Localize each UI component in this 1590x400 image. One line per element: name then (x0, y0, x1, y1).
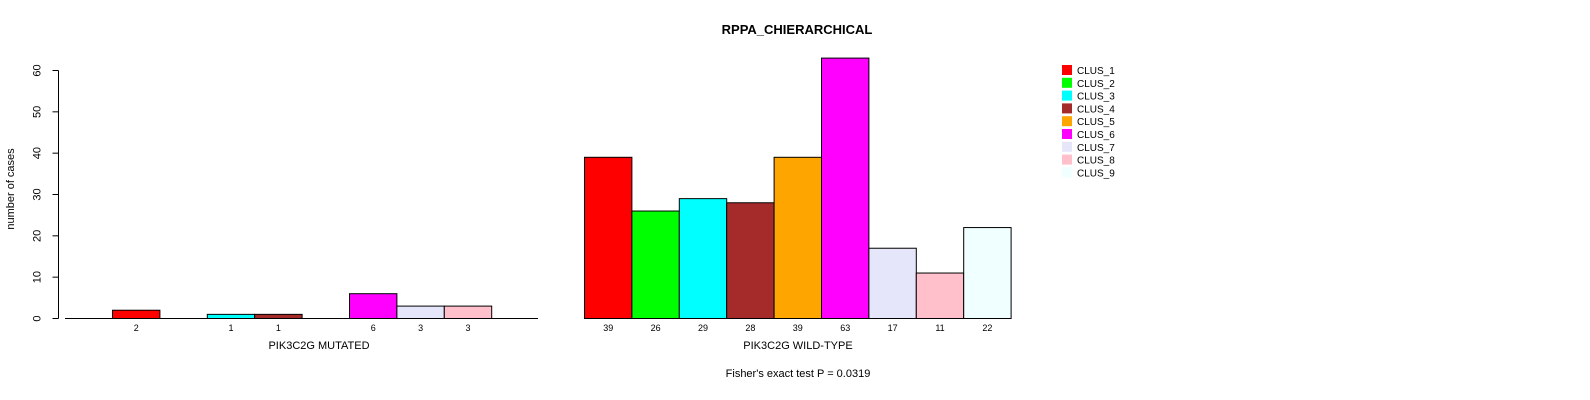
legend-label: CLUS_8 (1077, 156, 1115, 167)
bar-value-label: 29 (698, 323, 708, 333)
legend-swatch (1062, 77, 1072, 88)
bar-value-label: 2 (134, 323, 139, 333)
bar-value-label: 6 (371, 323, 376, 333)
y-tick-label: 0 (32, 315, 44, 321)
legend-swatch (1062, 129, 1072, 139)
legend-swatch (1062, 90, 1072, 101)
bar-clus-1 (112, 309, 161, 320)
legend-label: CLUS_3 (1077, 92, 1115, 103)
legend-swatch (1062, 167, 1072, 178)
bar-value-label: 26 (651, 323, 661, 333)
group-label: PIK3C2G MUTATED (268, 340, 369, 352)
bar-value-label: 39 (603, 323, 613, 333)
legend-label: CLUS_2 (1077, 79, 1115, 90)
fisher-test-caption: Fisher's exact test P = 0.0319 (726, 368, 871, 380)
bar-value-label: 17 (888, 323, 898, 333)
bar-value-label: 28 (745, 323, 755, 333)
bar-clus-7 (868, 247, 917, 320)
panel-mutated: 2 1 1 6 3 3 PIK3C2G MUTATED (65, 293, 538, 352)
legend-label: CLUS_5 (1077, 117, 1115, 128)
bar-clus-4 (726, 202, 775, 319)
y-axis: 0 10 20 30 40 50 60 (32, 64, 59, 322)
legend-swatch (1062, 103, 1072, 114)
bar-clus-6 (349, 293, 398, 320)
bar-clus-1 (584, 156, 633, 319)
bar-value-label: 22 (982, 323, 992, 333)
y-tick-label: 60 (32, 64, 44, 76)
bar-clus-5 (773, 156, 822, 319)
y-tick-label: 20 (32, 230, 44, 242)
y-tick-label: 10 (32, 271, 44, 283)
legend-label: CLUS_7 (1077, 143, 1115, 154)
legend-label: CLUS_4 (1077, 104, 1115, 115)
legend-swatch (1062, 141, 1072, 152)
y-tick-label: 40 (32, 147, 44, 159)
chart-title: RPPA_CHIERARCHICAL (722, 22, 873, 37)
y-axis-label: number of cases (5, 148, 17, 230)
legend-swatch (1062, 154, 1072, 165)
bar-value-label: 63 (840, 323, 850, 333)
legend-swatch (1062, 65, 1072, 75)
bar-clus-3 (206, 313, 256, 320)
bar-value-label: 3 (418, 323, 423, 333)
bar-clus-8 (915, 272, 965, 319)
bar-clus-6 (821, 57, 870, 319)
bar-clus-3 (678, 198, 728, 319)
y-tick-label: 50 (32, 106, 44, 118)
bar-value-label: 3 (465, 323, 470, 333)
panel-wild-type: 39 26 29 28 39 63 17 11 22 PIK3C2G WILD-TYPE (584, 57, 1012, 352)
bar-value-label: 39 (793, 323, 803, 333)
bar-clus-7 (396, 305, 445, 320)
legend-label: CLUS_9 (1077, 168, 1115, 179)
bar-value-label: 1 (228, 323, 233, 333)
bar-clus-2 (631, 210, 680, 320)
legend-label: CLUS_1 (1077, 66, 1115, 77)
y-tick-label: 30 (32, 188, 44, 200)
legend-label: CLUS_6 (1077, 130, 1115, 141)
group-label: PIK3C2G WILD-TYPE (743, 340, 852, 352)
bar-clus-8 (443, 305, 493, 320)
bar-value-label: 1 (276, 323, 281, 333)
bar-clus-9 (963, 227, 1012, 319)
legend-swatch (1062, 116, 1072, 127)
bar-value-label: 11 (935, 323, 944, 333)
bar-clus-4 (254, 313, 303, 320)
